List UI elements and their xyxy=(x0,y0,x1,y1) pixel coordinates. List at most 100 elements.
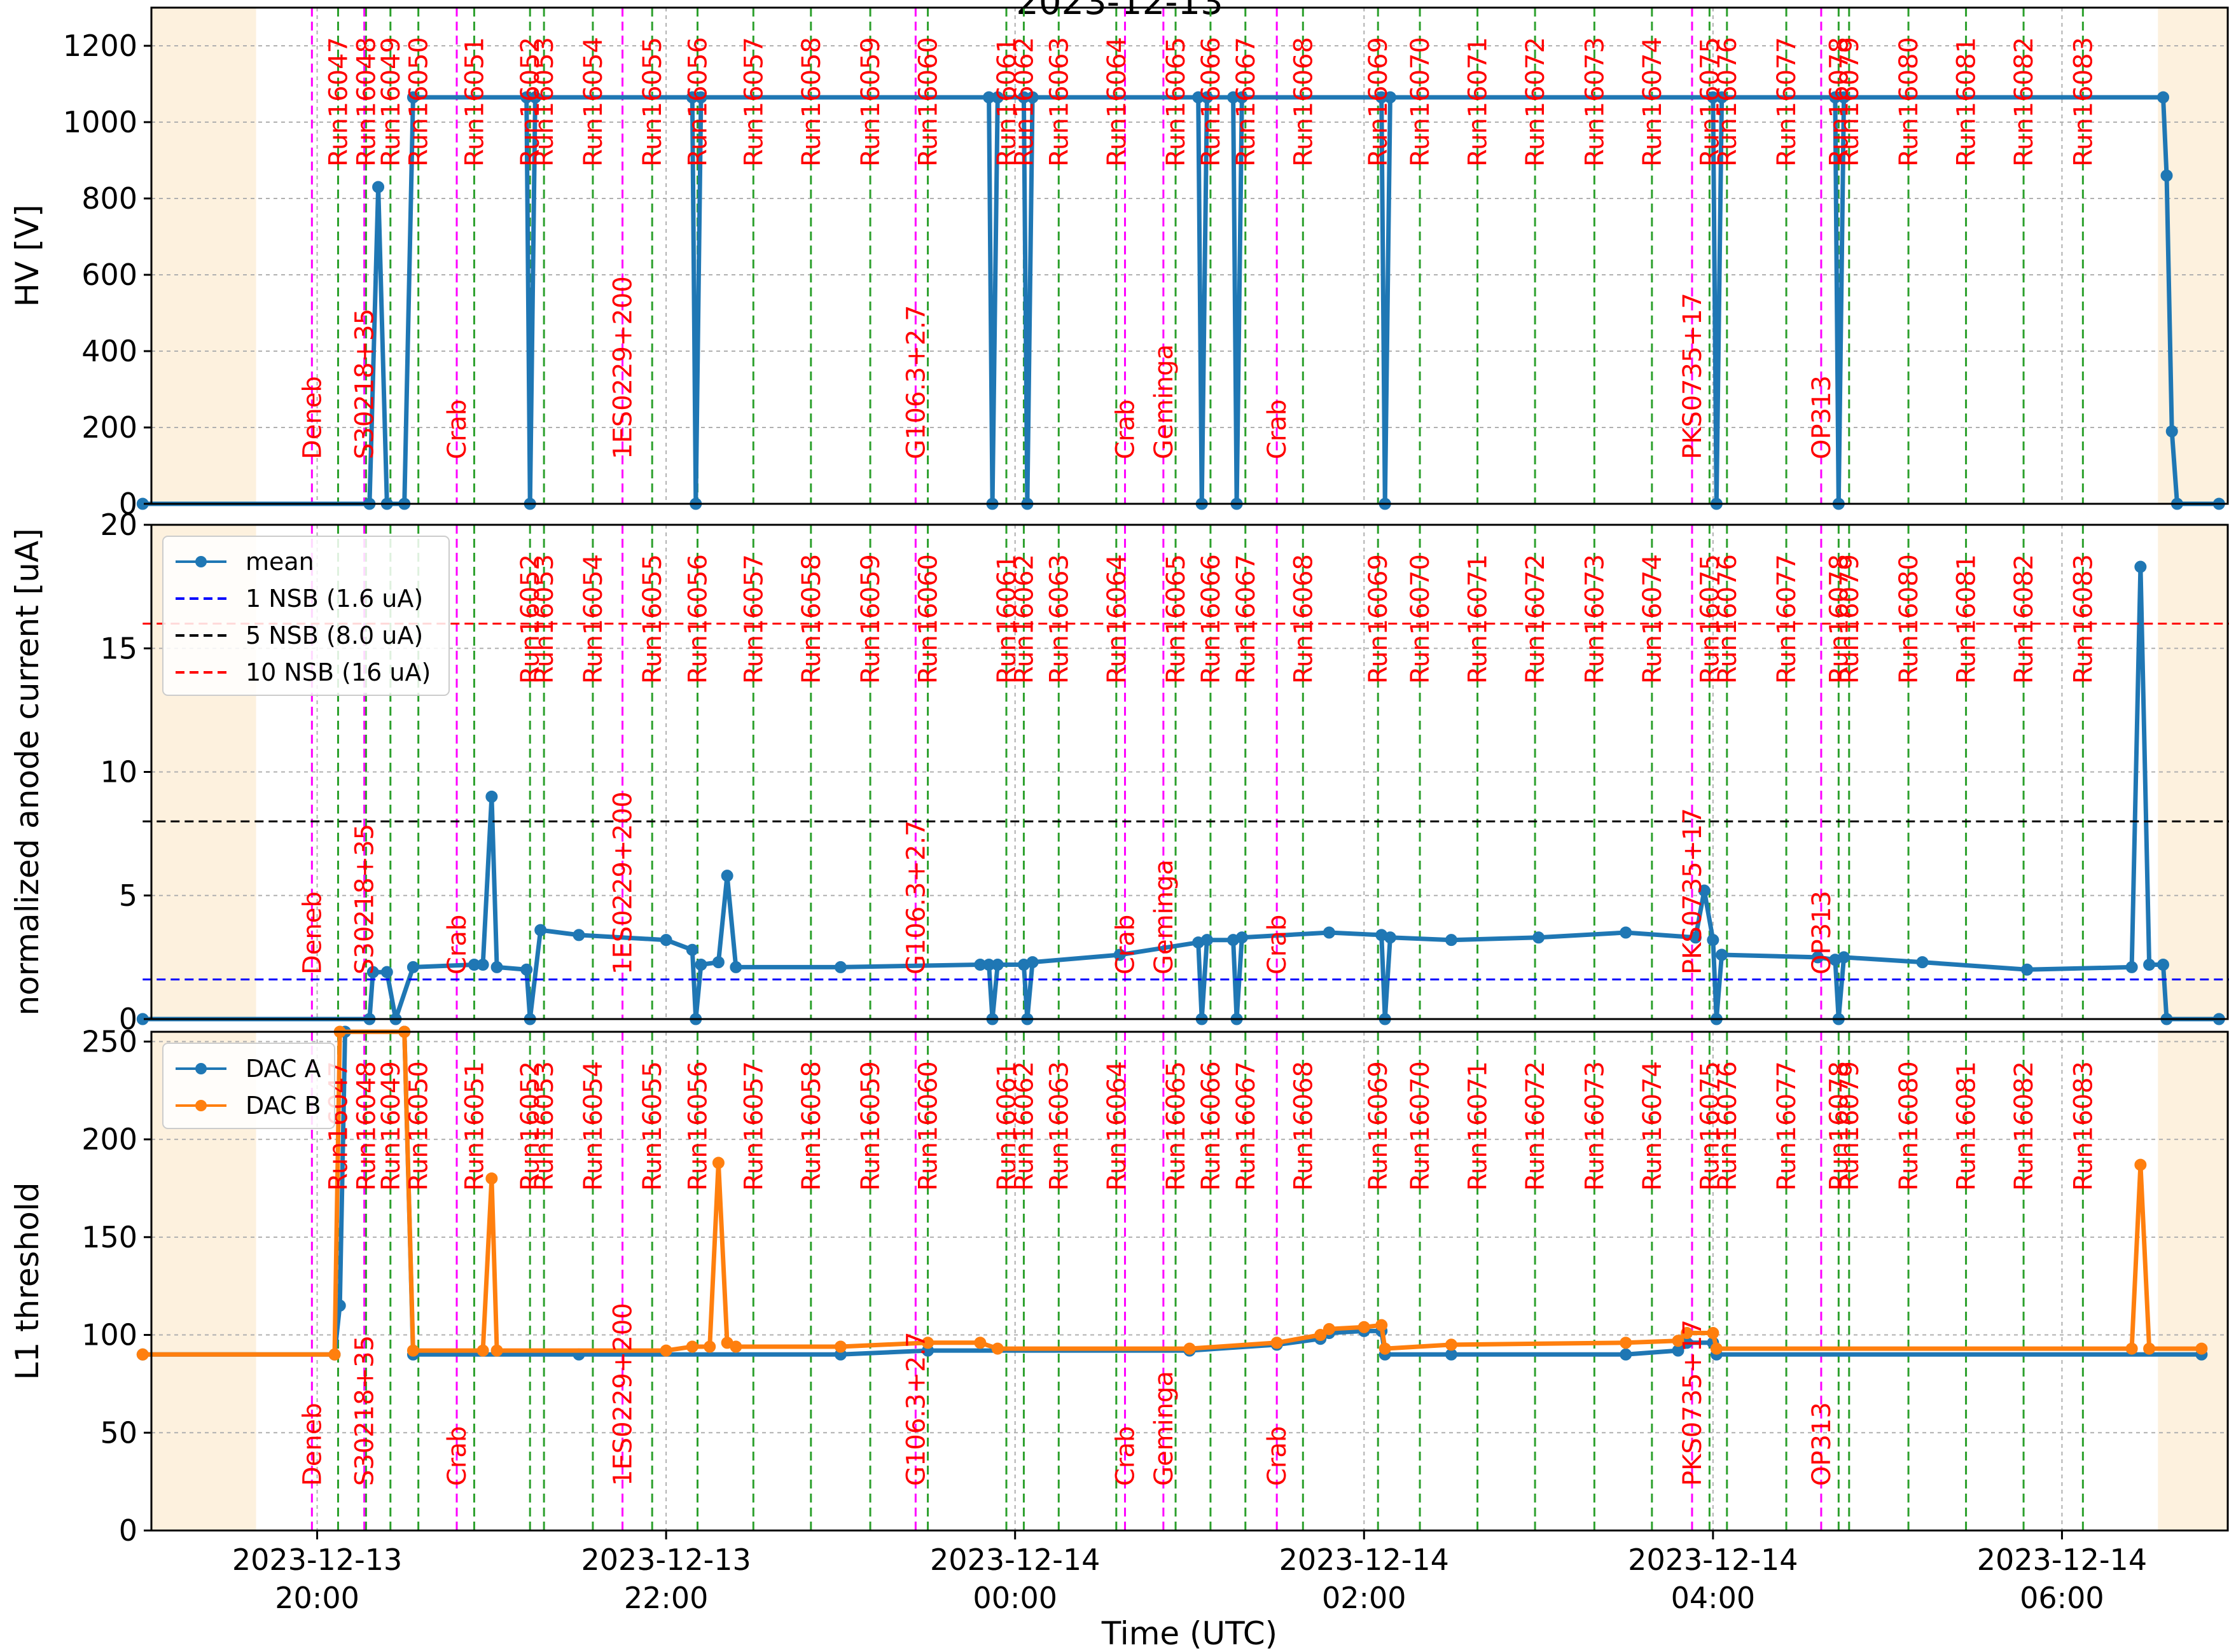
source-label: Crab xyxy=(443,915,472,975)
y-tick-label: 150 xyxy=(81,1220,137,1254)
run-label: Run16076 xyxy=(1713,37,1742,167)
run-label: Run16075 xyxy=(1695,37,1725,167)
run-label: Run16067 xyxy=(1232,1061,1261,1191)
data-point xyxy=(686,1340,698,1353)
source-label: Crab xyxy=(1263,915,1292,975)
run-label: Run16055 xyxy=(638,554,667,684)
data-point xyxy=(406,1344,419,1357)
data-point xyxy=(1710,1342,1723,1355)
run-label: Run16080 xyxy=(1894,554,1924,684)
legend xyxy=(162,536,450,696)
data-point xyxy=(1235,931,1248,944)
run-label: Run16081 xyxy=(1952,554,1982,684)
x-tick-time: 02:00 xyxy=(1322,1581,1406,1615)
run-label: Run16079 xyxy=(1835,1061,1864,1191)
run-label: Run16077 xyxy=(1772,554,1802,684)
y-tick-label: 250 xyxy=(81,1024,137,1059)
x-tick-date: 2023-12-13 xyxy=(581,1543,751,1577)
source-label: OP313 xyxy=(1807,891,1837,975)
data-point xyxy=(136,1348,149,1361)
x-tick-time: 22:00 xyxy=(624,1581,709,1615)
data-point xyxy=(1445,934,1457,947)
run-label: Run16076 xyxy=(1713,554,1742,684)
source-label: Crab xyxy=(1111,399,1141,459)
data-point xyxy=(1200,934,1213,947)
run-label: Run16047 xyxy=(324,37,353,167)
run-label: Run16083 xyxy=(2069,554,2098,684)
data-point xyxy=(406,961,419,973)
source-label: Geminga xyxy=(1149,859,1179,975)
data-point xyxy=(1716,948,1728,961)
data-point xyxy=(1026,956,1039,969)
data-point xyxy=(1620,1348,1632,1361)
y-tick-label: 20 xyxy=(100,508,137,542)
data-point xyxy=(490,961,503,973)
y-tick-label: 200 xyxy=(81,410,137,445)
run-label: Run16073 xyxy=(1580,1061,1609,1191)
data-point xyxy=(529,91,541,104)
data-point xyxy=(1707,934,1719,947)
run-label: Run16064 xyxy=(1102,37,1132,167)
source-label: S30218+35 xyxy=(351,1335,380,1486)
run-label: Run16072 xyxy=(1521,554,1550,684)
legend-entry: 5 NSB (8.0 uA) xyxy=(246,621,423,649)
data-point xyxy=(991,959,1004,971)
run-label: Run16052 xyxy=(516,37,545,167)
y-tick-label: 5 xyxy=(119,878,137,913)
source-label: PKS0735+17 xyxy=(1678,808,1707,975)
data-point xyxy=(695,91,707,104)
data-point xyxy=(1323,926,1335,939)
data-point xyxy=(328,1348,341,1361)
data-point xyxy=(730,961,742,973)
run-label: Run16055 xyxy=(638,1061,667,1191)
data-point xyxy=(974,1336,987,1349)
y-tick-label: 0 xyxy=(119,1513,137,1548)
run-label: Run16057 xyxy=(739,1061,768,1191)
data-point xyxy=(1384,931,1396,944)
run-label: Run16050 xyxy=(405,37,434,167)
source-label: Geminga xyxy=(1149,344,1179,459)
data-point xyxy=(1183,1342,1196,1355)
data-point xyxy=(1314,1329,1327,1342)
run-label: Run16061 xyxy=(992,554,1022,684)
data-point xyxy=(1689,931,1702,944)
run-label: Run16059 xyxy=(856,554,885,684)
data-point xyxy=(490,1344,503,1357)
run-label: Run16070 xyxy=(1406,554,1435,684)
run-label: Run16057 xyxy=(739,554,768,684)
data-point xyxy=(2125,1342,2138,1355)
data-point xyxy=(534,924,547,936)
run-label: Run16068 xyxy=(1289,1061,1318,1191)
source-label: G106.3+2.7 xyxy=(901,1331,931,1486)
run-label: Run16063 xyxy=(1045,554,1074,684)
run-label: Run16060 xyxy=(914,1061,943,1191)
legend-entry: 1 NSB (1.6 uA) xyxy=(246,585,423,613)
data-point xyxy=(991,1342,1004,1355)
data-point xyxy=(704,1340,716,1353)
run-label: Run16066 xyxy=(1197,554,1226,684)
data-point xyxy=(2195,1342,2208,1355)
run-label: Run16059 xyxy=(856,1061,885,1191)
run-label: Run16060 xyxy=(914,554,943,684)
source-label: Geminga xyxy=(1149,1371,1179,1486)
run-label: Run16066 xyxy=(1197,37,1226,167)
data-point xyxy=(372,181,385,193)
data-point xyxy=(1445,1338,1457,1351)
daytime-shade xyxy=(151,8,256,504)
y-tick-label: 0 xyxy=(119,487,137,521)
run-label: Run16051 xyxy=(460,1061,489,1191)
data-point xyxy=(476,1344,489,1357)
run-label: Run16080 xyxy=(1894,37,1924,167)
run-label: Run16065 xyxy=(1162,37,1191,167)
run-label: Run16082 xyxy=(2010,554,2039,684)
legend-marker xyxy=(195,556,207,567)
source-label: Crab xyxy=(443,399,472,459)
data-point xyxy=(2021,963,2034,976)
run-label: Run16078 xyxy=(1824,37,1854,167)
run-label: Run16070 xyxy=(1406,1061,1435,1191)
source-label: PKS0735+17 xyxy=(1678,1319,1707,1486)
axes-frame xyxy=(150,1031,2229,1532)
run-label: Run16069 xyxy=(1364,37,1393,167)
